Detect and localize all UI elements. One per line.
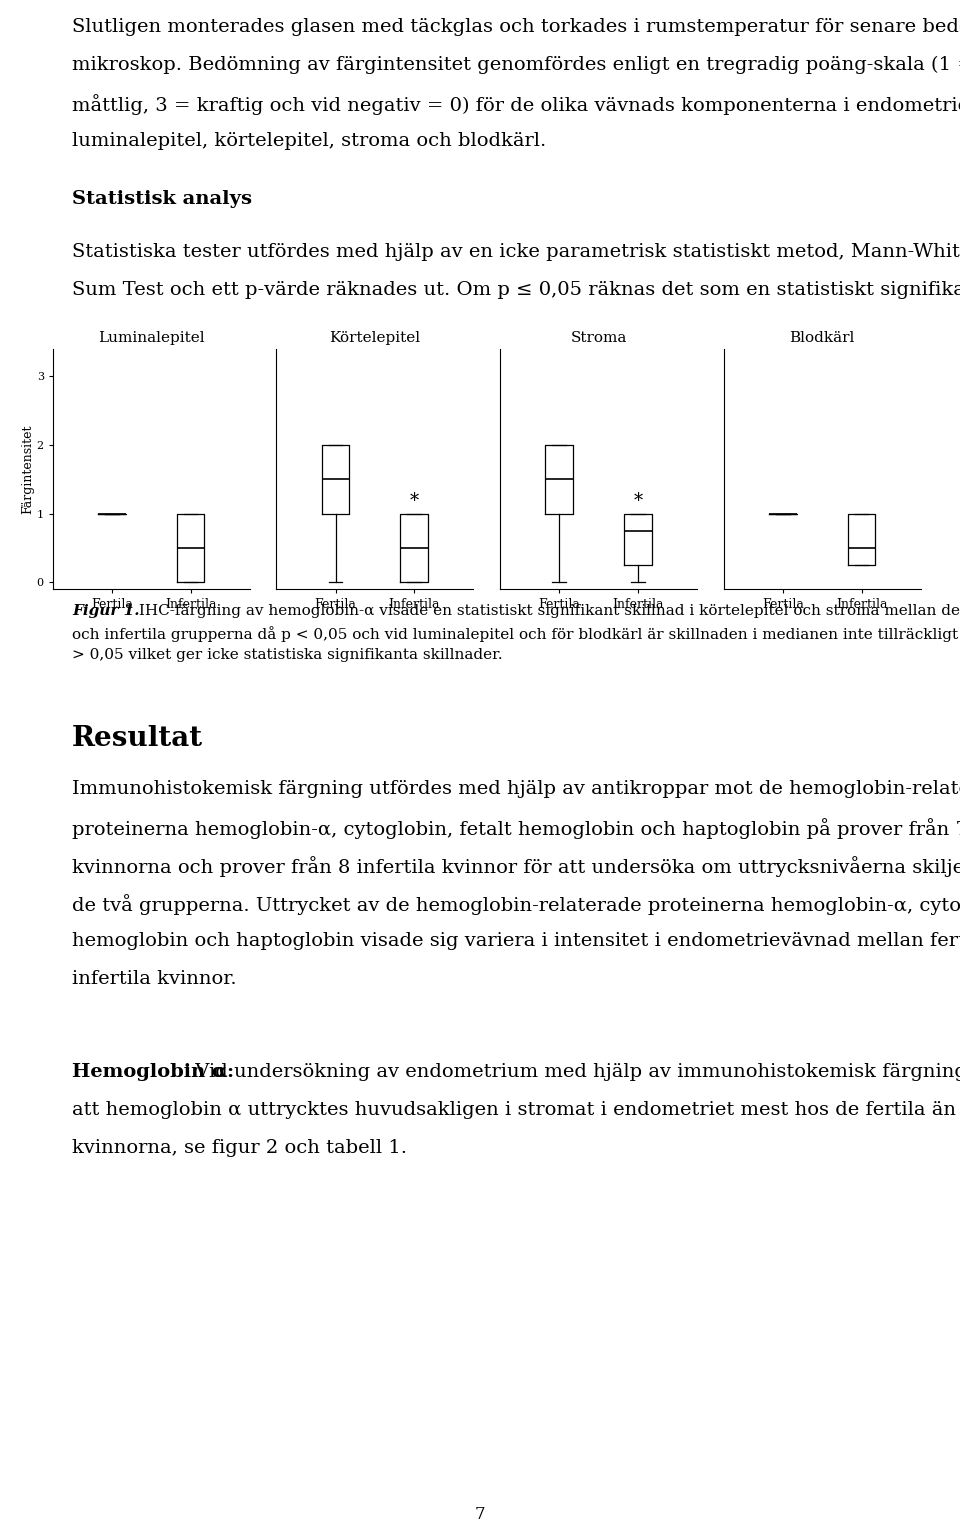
Text: 7: 7 — [474, 1507, 486, 1523]
Text: kvinnorna, se figur 2 och tabell 1.: kvinnorna, se figur 2 och tabell 1. — [72, 1138, 407, 1157]
Text: Hemoglobin α:: Hemoglobin α: — [72, 1063, 234, 1080]
Text: *: * — [634, 492, 642, 510]
Text: Vid undersökning av endometrium med hjälp av immunohistokemisk färgning visade: Vid undersökning av endometrium med hjäl… — [189, 1063, 960, 1080]
Title: Blodkärl: Blodkärl — [789, 332, 855, 345]
Text: proteinerna hemoglobin-α, cytoglobin, fetalt hemoglobin och haptoglobin på prove: proteinerna hemoglobin-α, cytoglobin, fe… — [72, 817, 960, 839]
Text: Immunohistokemisk färgning utfördes med hjälp av antikroppar mot de hemoglobin-r: Immunohistokemisk färgning utfördes med … — [72, 779, 960, 798]
Text: Statistiska tester utfördes med hjälp av en icke parametrisk statistiskt metod, : Statistiska tester utfördes med hjälp av… — [72, 243, 960, 261]
Text: hemoglobin och haptoglobin visade sig variera i intensitet i endometrievävnad me: hemoglobin och haptoglobin visade sig va… — [72, 932, 960, 950]
Text: Sum Test och ett p-värde räknades ut. Om p ≤ 0,05 räknas det som en statistiskt : Sum Test och ett p-värde räknades ut. Om… — [72, 281, 960, 299]
Text: Figur 1.: Figur 1. — [72, 604, 139, 617]
Text: Slutligen monterades glasen med täckglas och torkades i rumstemperatur för senar: Slutligen monterades glasen med täckglas… — [72, 18, 960, 37]
Text: kvinnorna och prover från 8 infertila kvinnor för att undersöka om uttrycksnivåe: kvinnorna och prover från 8 infertila kv… — [72, 856, 960, 877]
Text: > 0,05 vilket ger icke statistiska signifikanta skillnader.: > 0,05 vilket ger icke statistiska signi… — [72, 648, 503, 662]
Text: mikroskop. Bedömning av färgintensitet genomfördes enligt en tregradig poäng-ska: mikroskop. Bedömning av färgintensitet g… — [72, 57, 960, 75]
Title: Luminalepitel: Luminalepitel — [98, 332, 204, 345]
Text: Resultat: Resultat — [72, 724, 204, 752]
Text: IHC-färgning av hemoglobin-α visade en statistiskt signifikant skillnad i körtel: IHC-färgning av hemoglobin-α visade en s… — [134, 604, 960, 617]
Text: infertila kvinnor.: infertila kvinnor. — [72, 970, 236, 989]
Text: Statistisk analys: Statistisk analys — [72, 189, 252, 208]
Title: Körtelepitel: Körtelepitel — [329, 332, 420, 345]
Text: luminalepitel, körtelepitel, stroma och blodkärl.: luminalepitel, körtelepitel, stroma och … — [72, 131, 546, 150]
Text: de två grupperna. Uttrycket av de hemoglobin-relaterade proteinerna hemoglobin-α: de två grupperna. Uttrycket av de hemogl… — [72, 894, 960, 915]
Text: måttlig, 3 = kraftig och vid negativ = 0) för de olika vävnads komponenterna i e: måttlig, 3 = kraftig och vid negativ = 0… — [72, 95, 960, 115]
Y-axis label: Färgintensitet: Färgintensitet — [21, 425, 34, 513]
Text: och infertila grupperna då p < 0,05 och vid luminalepitel och för blodkärl är sk: och infertila grupperna då p < 0,05 och … — [72, 626, 960, 642]
Text: *: * — [410, 492, 419, 510]
Title: Stroma: Stroma — [570, 332, 627, 345]
Text: att hemoglobin α uttrycktes huvudsakligen i stromat i endometriet mest hos de fe: att hemoglobin α uttrycktes huvudsaklige… — [72, 1102, 960, 1118]
